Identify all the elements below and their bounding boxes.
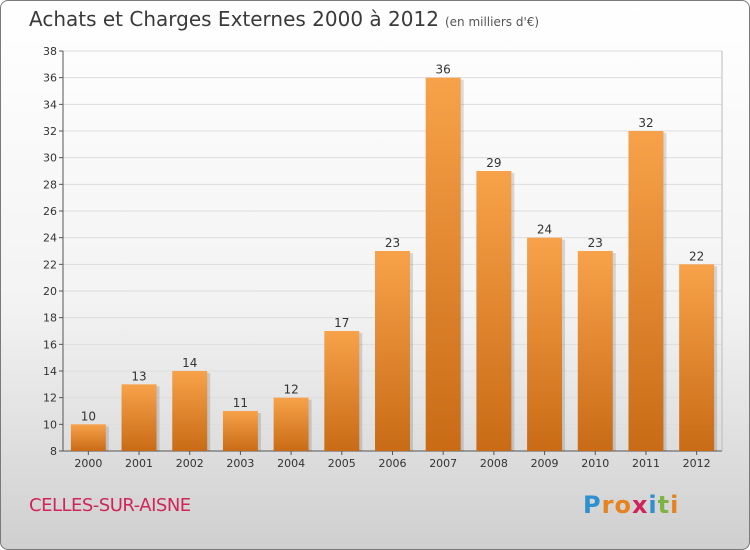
x-tick-label: 2007 bbox=[429, 457, 457, 470]
y-tick-label: 26 bbox=[43, 205, 57, 218]
y-tick-label: 18 bbox=[43, 312, 57, 325]
x-tick-label: 2012 bbox=[683, 457, 711, 470]
proxiti-logo[interactable]: Proxiti bbox=[583, 491, 679, 519]
bar-value-label: 17 bbox=[334, 316, 349, 330]
y-tick-label: 10 bbox=[43, 418, 57, 431]
y-tick-label: 38 bbox=[43, 45, 57, 58]
bar bbox=[679, 264, 715, 451]
bar-value-label: 11 bbox=[233, 396, 248, 410]
unit-subtitle: (en milliers d'€) bbox=[444, 15, 540, 29]
bar-value-label: 23 bbox=[385, 236, 400, 250]
bar bbox=[273, 397, 309, 451]
y-tick-label: 24 bbox=[43, 232, 57, 245]
bar bbox=[70, 424, 106, 451]
logo-letter: t bbox=[657, 491, 671, 519]
bar-value-label: 23 bbox=[588, 236, 603, 250]
bar bbox=[476, 171, 512, 451]
x-tick-label: 2004 bbox=[277, 457, 305, 470]
bar-value-label: 13 bbox=[131, 369, 146, 383]
x-tick-label: 2002 bbox=[176, 457, 204, 470]
bar bbox=[121, 384, 157, 451]
data-labels: 10 13 14 11 12 17 23 36 29 24 23 32 22 bbox=[81, 63, 705, 424]
axes: 8 10 12 14 16 18 20 22 24 26 28 30 32 34 36 38 2000 2001 2… bbox=[43, 45, 723, 470]
bars bbox=[70, 77, 718, 452]
x-tick-label: 2009 bbox=[531, 457, 559, 470]
y-tick-label: 12 bbox=[43, 392, 57, 405]
bar bbox=[375, 251, 410, 451]
y-tick-label: 14 bbox=[43, 365, 57, 378]
logo-letter: r bbox=[601, 491, 615, 519]
bar bbox=[527, 237, 563, 451]
x-tick-label: 2001 bbox=[125, 457, 153, 470]
bar bbox=[324, 331, 360, 451]
y-tick-label: 22 bbox=[43, 258, 57, 271]
x-tick-label: 2005 bbox=[328, 457, 356, 470]
bar-value-label: 24 bbox=[537, 223, 552, 237]
x-tick-label: 2011 bbox=[632, 457, 660, 470]
bar-value-label: 32 bbox=[638, 116, 653, 130]
y-tick-label: 20 bbox=[43, 285, 57, 298]
bar-value-label: 12 bbox=[283, 383, 298, 397]
logo-letter: o bbox=[614, 491, 632, 519]
bar-value-label: 29 bbox=[486, 156, 501, 170]
bar-value-label: 22 bbox=[689, 249, 704, 263]
x-tick-label: 2006 bbox=[379, 457, 407, 470]
bar bbox=[425, 77, 461, 452]
bar bbox=[222, 411, 258, 451]
x-tick-label: 2000 bbox=[74, 457, 102, 470]
logo-letter: x bbox=[631, 491, 649, 519]
x-tick-label: 2008 bbox=[480, 457, 508, 470]
chart-title: Achats et Charges Externes 2000 à 2012 (e… bbox=[29, 7, 539, 31]
y-tick-label: 28 bbox=[43, 178, 57, 191]
place-name: CELLES-SUR-AISNE bbox=[29, 495, 191, 516]
title-text: Achats et Charges Externes 2000 à 2012 bbox=[29, 7, 439, 31]
y-tick-label: 8 bbox=[50, 445, 57, 458]
y-tick-label: 36 bbox=[43, 72, 57, 85]
y-tick-label: 32 bbox=[43, 125, 57, 138]
logo-letter: P bbox=[583, 491, 602, 519]
logo-letter: i bbox=[648, 491, 658, 519]
bar bbox=[628, 131, 664, 451]
logo-letter: i bbox=[670, 491, 680, 519]
y-tick-label: 34 bbox=[43, 98, 57, 111]
y-tick-label: 16 bbox=[43, 338, 57, 351]
bar bbox=[172, 371, 208, 451]
x-tick-label: 2003 bbox=[226, 457, 254, 470]
x-tick-label: 2010 bbox=[581, 457, 609, 470]
bar-value-label: 14 bbox=[182, 356, 197, 370]
y-tick-label: 30 bbox=[43, 152, 57, 165]
bar-value-label: 36 bbox=[436, 63, 451, 77]
bar bbox=[577, 251, 613, 451]
bar-value-label: 10 bbox=[81, 409, 96, 423]
